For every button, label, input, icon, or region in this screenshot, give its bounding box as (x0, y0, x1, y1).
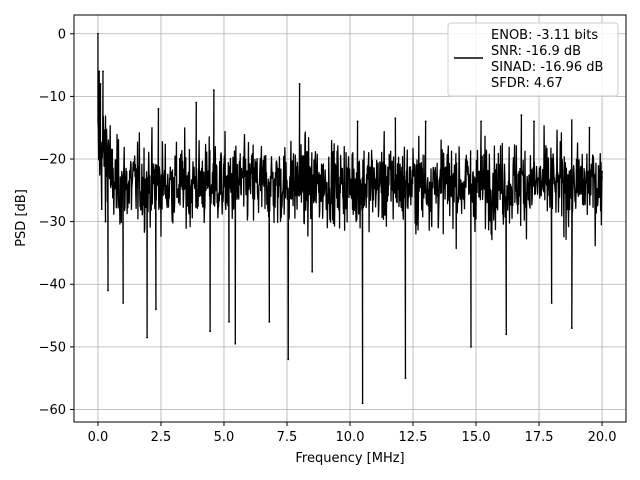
data-point (100, 208, 103, 211)
data-point (520, 114, 523, 117)
legend-enob: ENOB: -3.11 bits (491, 28, 598, 43)
data-point (234, 342, 237, 345)
x-tick-label: 15.0 (462, 430, 491, 445)
x-tick-label: 2.5 (151, 430, 172, 445)
y-tick-label: −40 (39, 278, 66, 293)
axis-ticks: 0.0 2.5 5.0 7.5 10.0 12.5 15.0 17.5 20.0 0 −10 −20 −… (39, 27, 617, 445)
x-tick-label: 17.5 (525, 430, 554, 445)
legend-box (447, 22, 619, 97)
data-point (212, 89, 215, 92)
data-point (601, 170, 603, 173)
data-point (287, 358, 290, 361)
data-point (98, 70, 101, 73)
data-point (104, 220, 107, 223)
data-point (404, 377, 407, 380)
legend-sinad: SINAD: -16.96 dB (491, 60, 603, 75)
data-point (157, 108, 160, 110)
data-point (424, 120, 427, 123)
data-point (533, 120, 535, 123)
data-point (361, 402, 364, 405)
data-point (155, 308, 157, 311)
x-axis-label: Frequency [MHz] (295, 451, 404, 466)
data-point (195, 101, 198, 104)
psd-series-line (97, 33, 603, 404)
data-point (356, 120, 359, 123)
data-point (298, 82, 301, 85)
y-tick-label: 0 (58, 27, 66, 42)
data-point (107, 289, 109, 292)
y-tick-label: −30 (39, 215, 66, 230)
x-tick-label: 20.0 (588, 430, 617, 445)
x-tick-label: 5.0 (214, 430, 235, 445)
data-point (228, 320, 230, 323)
x-tick-label: 7.5 (277, 430, 298, 445)
data-point (480, 120, 482, 123)
legend-sfdr: SFDR: 4.67 (491, 76, 563, 91)
data-point (97, 32, 99, 35)
psd-peaks (97, 32, 603, 405)
data-point (570, 327, 573, 329)
x-tick-label: 10.0 (336, 430, 365, 445)
data-point (394, 117, 397, 120)
data-point (99, 82, 102, 85)
y-tick-label: −10 (39, 90, 66, 105)
data-point (102, 70, 104, 73)
data-point (209, 330, 212, 333)
legend-snr: SNR: -16.9 dB (491, 44, 581, 59)
data-point (122, 302, 125, 304)
data-point (146, 336, 148, 339)
data-point (268, 320, 271, 323)
data-point (505, 333, 508, 336)
legend: ENOB: -3.11 bits SNR: -16.9 dB SINAD: -1… (447, 22, 619, 97)
data-point (311, 270, 314, 273)
y-tick-label: −60 (39, 403, 66, 418)
data-point (470, 345, 472, 348)
y-axis-label: PSD [dB] (14, 189, 29, 247)
x-tick-label: 0.0 (88, 430, 109, 445)
y-tick-label: −20 (39, 153, 66, 168)
data-point (588, 126, 591, 129)
x-tick-label: 12.5 (399, 430, 428, 445)
data-point (550, 302, 553, 304)
y-tick-label: −50 (39, 340, 66, 355)
